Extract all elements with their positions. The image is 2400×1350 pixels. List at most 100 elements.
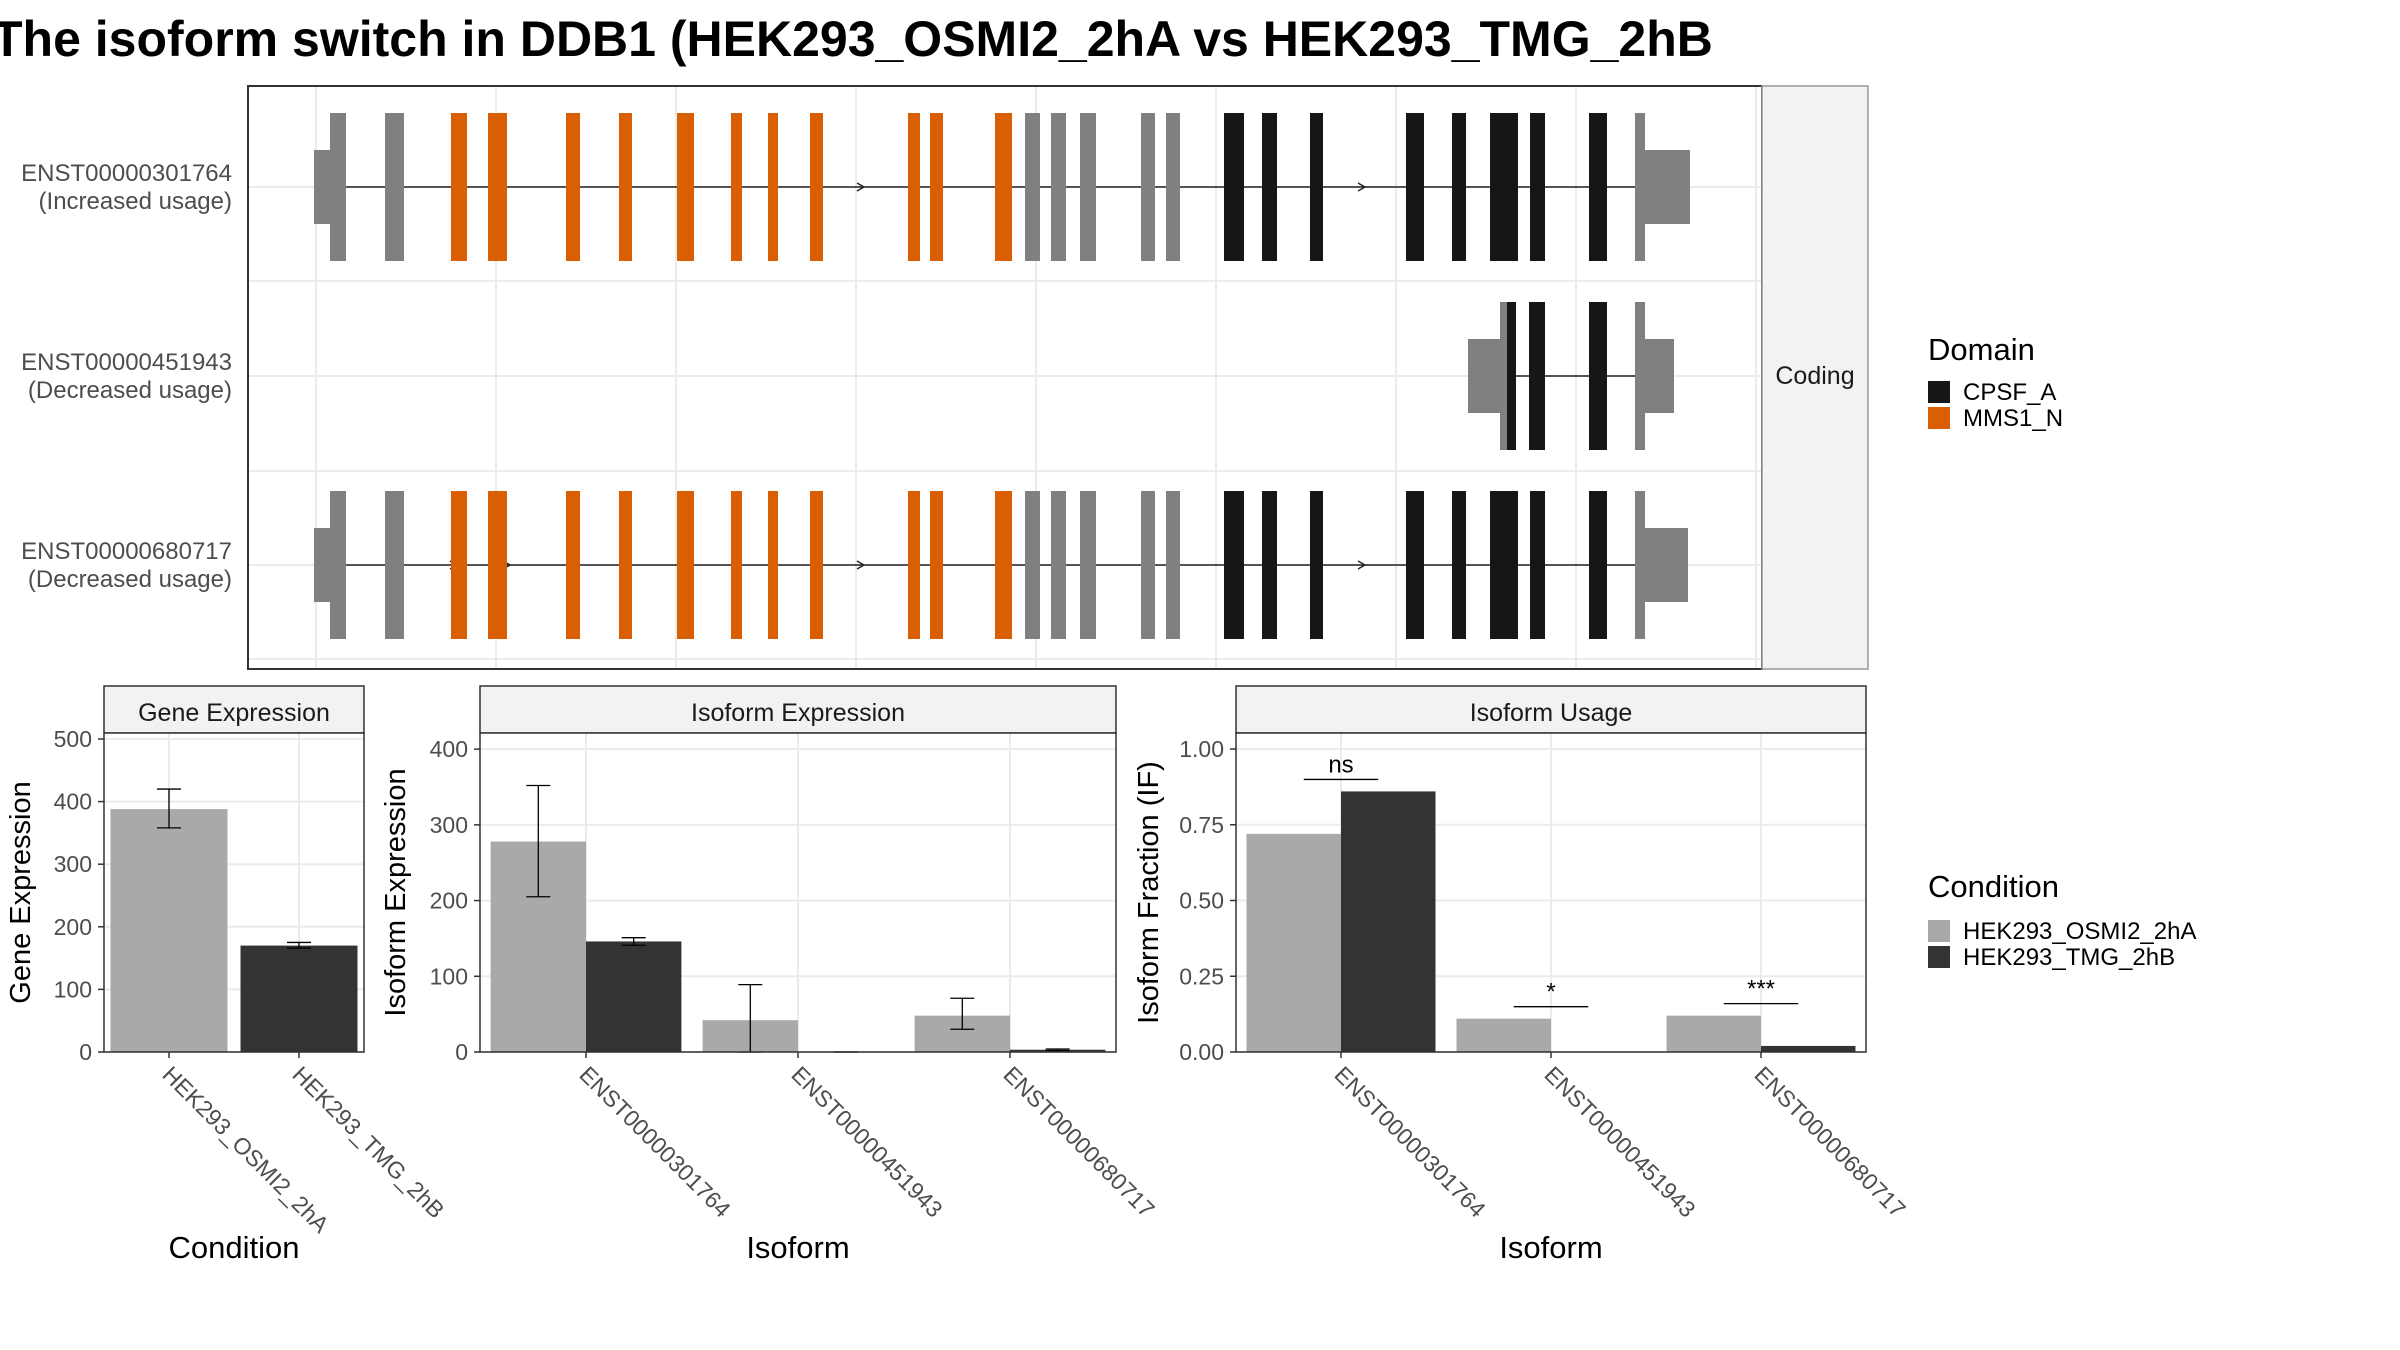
exon [1051, 113, 1066, 261]
exon [451, 113, 467, 261]
exon [566, 113, 580, 261]
exon [1500, 302, 1507, 450]
exon [1262, 113, 1277, 261]
legend-label-condition: HEK293_TMG_2hB [1963, 944, 2175, 971]
direction-arrow [856, 560, 866, 570]
chart-title: Isoform Expression [691, 699, 905, 727]
exon [1025, 113, 1040, 261]
exon [619, 113, 632, 261]
exon [677, 491, 694, 639]
exon [1141, 113, 1155, 261]
exon [1025, 491, 1040, 639]
exon [451, 491, 467, 639]
exon [1080, 491, 1096, 639]
exon [995, 491, 1012, 639]
x-axis-title: Isoform [1499, 1230, 1602, 1265]
x-axis-title: Condition [169, 1230, 300, 1265]
exon [488, 491, 507, 639]
exon [1530, 113, 1545, 261]
exon [1452, 113, 1466, 261]
exon [1310, 113, 1323, 261]
exon [1490, 491, 1518, 639]
y-tick-label: 400 [54, 789, 92, 815]
chart-title-strip [1235, 685, 1867, 734]
x-tick-label: ENST00000301764 [574, 1061, 735, 1222]
legend-label-domain: CPSF_A [1963, 379, 2056, 406]
exon [385, 491, 404, 639]
exon [1406, 491, 1424, 639]
exon [566, 491, 580, 639]
bar [110, 809, 228, 1052]
chart-title-strip [479, 685, 1117, 734]
exon [1635, 491, 1645, 639]
direction-arrow [1357, 560, 1367, 570]
y-tick-label: 100 [430, 963, 468, 989]
exon [677, 113, 694, 261]
y-axis-title: Gene Expression [5, 781, 37, 1003]
exon [1452, 491, 1466, 639]
legend-swatch-condition [1928, 920, 1950, 942]
isoform-expression-chart: Isoform Expression 0 100 200 300 400 ENST00000… [380, 685, 1160, 1265]
y-tick-label: 1.00 [1179, 736, 1224, 762]
facet-label: Coding [1775, 362, 1854, 390]
exon [1589, 491, 1607, 639]
exon [1310, 491, 1323, 639]
transcript-row-3 [314, 491, 1688, 639]
y-tick-label: 300 [430, 812, 468, 838]
utr-3prime [1645, 150, 1690, 224]
exon [1224, 113, 1244, 261]
chart-title: Isoform Usage [1470, 699, 1633, 727]
exon [488, 113, 507, 261]
isoform-usage-note: (Increased usage) [39, 188, 232, 215]
exon [1080, 113, 1096, 261]
y-tick-label: 300 [54, 851, 92, 877]
exon [995, 113, 1012, 261]
exon [908, 491, 920, 639]
utr-3prime [1645, 528, 1688, 602]
exon [768, 113, 778, 261]
y-tick-label: 200 [54, 914, 92, 940]
figure-title: The isoform switch in DDB1 (HEK293_OSMI2… [0, 11, 1713, 67]
exon [385, 113, 404, 261]
bar [1761, 1045, 1856, 1052]
exon [1529, 302, 1545, 450]
legend-swatch-domain [1928, 381, 1950, 403]
exon [1166, 113, 1180, 261]
x-tick-label: ENST00000680717 [998, 1061, 1159, 1222]
direction-arrow [856, 182, 866, 192]
chart-title-strip [103, 685, 365, 734]
exon [619, 491, 632, 639]
bar [1456, 1018, 1551, 1052]
y-tick-label: 400 [430, 736, 468, 762]
transcript-structure-panel: Coding ENST00000301764(Increased usage) EN… [21, 85, 1869, 670]
y-tick-label: 100 [54, 976, 92, 1002]
bar [1666, 1015, 1761, 1052]
exon [930, 113, 943, 261]
exon [930, 491, 943, 639]
isoform-id-label: ENST00000301764 [21, 160, 232, 187]
exon [1166, 491, 1180, 639]
isoform-usage-note: (Decreased usage) [28, 566, 232, 593]
exon [1635, 302, 1645, 450]
x-axis-title: Isoform [746, 1230, 849, 1265]
y-tick-label: 500 [54, 726, 92, 752]
y-tick-label: 0 [455, 1039, 468, 1065]
y-axis-title: Isoform Expression [380, 768, 412, 1016]
bar [1341, 791, 1436, 1052]
exon [731, 113, 742, 261]
transcript-row-1 [314, 113, 1690, 261]
legend-label-domain: MMS1_N [1963, 405, 2063, 432]
chart-title: Gene Expression [138, 699, 330, 727]
exon [330, 113, 346, 261]
x-tick-label: ENST00000301764 [1329, 1061, 1490, 1222]
utr-5prime [314, 150, 330, 224]
exon [1490, 113, 1518, 261]
legend-swatch-domain [1928, 407, 1950, 429]
legend-label-condition: HEK293_OSMI2_2hA [1963, 918, 2196, 945]
exon [1507, 302, 1516, 450]
exon [1406, 113, 1424, 261]
y-tick-label: 0.50 [1179, 888, 1224, 914]
exon [1141, 491, 1155, 639]
exon [1635, 113, 1645, 261]
